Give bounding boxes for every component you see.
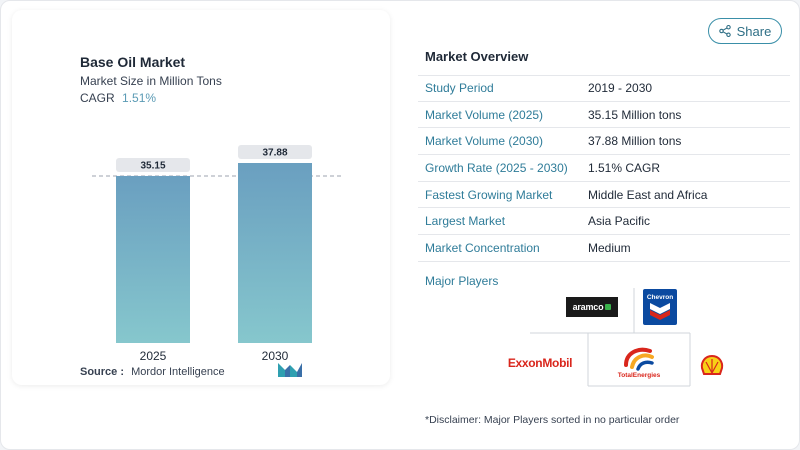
chart-card: 35.15 2025 37.88 2030 Base Oil Market Marke… <box>12 10 390 385</box>
overview-label[interactable]: Market Concentration <box>425 240 540 255</box>
overview-row-concentration: Market Concentration Medium <box>418 235 790 262</box>
cagr-label: CAGR <box>80 91 115 105</box>
bar-chart: 35.15 2025 37.88 2030 <box>92 145 342 363</box>
overview-label[interactable]: Market Volume (2025) <box>425 107 544 122</box>
totalenergies-mark-icon <box>624 347 654 371</box>
data-label-bg <box>238 145 312 159</box>
overview-table: Study Period 2019 - 2030 Market Volume (… <box>418 75 790 262</box>
disclaimer: *Disclaimer: Major Players sorted in no … <box>425 414 680 426</box>
chevron-logo-text: Chevron <box>646 293 674 301</box>
overview-value: 1.51% CAGR <box>588 160 661 175</box>
mordor-intelligence-logo <box>278 363 302 377</box>
overview-row-fastest-growing: Fastest Growing Market Middle East and A… <box>418 182 790 209</box>
players-title[interactable]: Major Players <box>425 274 499 288</box>
exxonmobil-logo: ExxonMobil <box>507 354 573 372</box>
share-label: Share <box>736 23 772 39</box>
overview-row-largest-market: Largest Market Asia Pacific <box>418 208 790 236</box>
share-button[interactable]: Share <box>708 18 782 44</box>
overview-row-study-period: Study Period 2019 - 2030 <box>418 75 790 102</box>
aramco-logo-text: aramco <box>572 302 604 312</box>
bar-2025[interactable] <box>116 175 190 343</box>
cagr-value: 1.51% <box>122 91 157 105</box>
chart-title: Base Oil Market <box>80 54 186 70</box>
data-label-bg <box>116 157 190 172</box>
overview-value: 2019 - 2030 <box>588 81 653 96</box>
chart-cagr: CAGR 1.51% <box>80 91 156 105</box>
overview-value: 35.15 Million tons <box>588 107 682 122</box>
bar-2030[interactable] <box>238 163 312 343</box>
share-icon <box>718 25 731 37</box>
overview-row-volume-2030: Market Volume (2030) 37.88 Million tons <box>418 128 790 156</box>
overview-value: Middle East and Africa <box>588 187 708 202</box>
overview-row-growth-rate: Growth Rate (2025 - 2030) 1.51% CAGR <box>418 155 790 182</box>
x-tick-label-2030: 2030 <box>262 349 289 363</box>
overview-label[interactable]: Study Period <box>425 81 494 96</box>
aramco-mark-icon <box>605 304 612 310</box>
overview-label[interactable]: Market Volume (2030) <box>425 134 544 149</box>
chevron-mark-icon <box>650 302 670 320</box>
x-tick-label-2025: 2025 <box>140 349 167 363</box>
overview-value: Asia Pacific <box>588 214 651 229</box>
overview-label[interactable]: Growth Rate (2025 - 2030) <box>425 160 568 175</box>
overview-title: Market Overview <box>425 49 529 64</box>
source-value: Mordor Intelligence <box>131 366 225 378</box>
exxonmobil-logo-text: ExxonMobil <box>507 356 573 370</box>
shell-icon <box>700 354 724 375</box>
shell-logo <box>700 354 724 378</box>
totalenergies-logo-text: TotalEnergies <box>617 372 661 379</box>
overview-value: 37.88 Million tons <box>588 134 682 149</box>
overview-label[interactable]: Largest Market <box>425 214 506 229</box>
data-label-2030: 37.88 <box>262 148 287 159</box>
source-label: Source : <box>80 366 125 378</box>
overview-value: Medium <box>588 240 631 255</box>
totalenergies-logo: TotalEnergies <box>604 342 674 382</box>
overview-label[interactable]: Fastest Growing Market <box>425 187 553 202</box>
overview-row-volume-2025: Market Volume (2025) 35.15 Million tons <box>418 102 790 129</box>
aramco-logo: aramco <box>566 297 618 317</box>
chart-subtitle: Market Size in Million Tons <box>80 74 222 88</box>
data-label-2025: 35.15 <box>140 160 165 171</box>
chevron-logo: Chevron <box>643 289 677 325</box>
source-note: Source : Mordor Intelligence <box>80 366 225 378</box>
